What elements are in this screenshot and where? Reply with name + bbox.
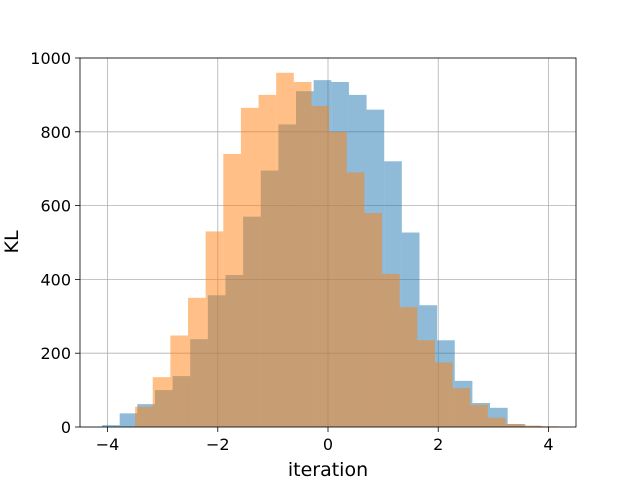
y-axis-label: KL — [1, 230, 23, 253]
histogram-bar-series-2 — [276, 72, 294, 427]
y-tick-label: 600 — [40, 197, 71, 216]
histogram-bar-series-2 — [170, 335, 189, 427]
histogram-bar-series-2 — [329, 131, 347, 428]
histogram-bar-series-2 — [346, 172, 365, 427]
histogram-bar-series-2 — [311, 105, 330, 427]
histogram-bar-series-2 — [258, 94, 277, 428]
x-tick-label: 0 — [323, 435, 333, 454]
y-tick-label: 1000 — [30, 49, 71, 68]
x-tick-label: 4 — [543, 435, 553, 454]
y-tick-label: 200 — [40, 344, 71, 363]
histogram-bar-series-2 — [240, 107, 259, 427]
x-axis-label: iteration — [288, 459, 368, 480]
x-tick-label: −2 — [206, 435, 230, 454]
x-tick-label: 2 — [433, 435, 443, 454]
y-tick-label: 400 — [40, 270, 71, 289]
histogram-bar-series-2 — [188, 297, 206, 427]
histogram-bar-series-2 — [223, 153, 241, 427]
axis-ticks: −4 −2 0 2 4 0 200 400 600 800 1000 — [30, 49, 553, 454]
histogram-bar-series-2 — [293, 81, 312, 428]
x-tick-label: −4 — [96, 435, 120, 454]
histogram-bar-series-1 — [119, 413, 138, 427]
histogram-bar-series-2 — [382, 273, 400, 427]
histogram-bar-series-2 — [135, 406, 153, 427]
y-tick-label: 0 — [61, 418, 71, 437]
histogram-bar-series-1 — [102, 425, 120, 427]
histogram-bar-series-2 — [487, 417, 506, 427]
histogram-bars — [102, 72, 559, 428]
histogram-bar-series-2 — [434, 362, 453, 427]
histogram-bar-series-2 — [417, 340, 435, 427]
histogram-bar-series-2 — [452, 388, 471, 427]
histogram-bar-series-2 — [205, 231, 224, 427]
y-tick-label: 800 — [40, 123, 71, 142]
histogram-bar-series-2 — [470, 404, 488, 427]
histogram-bar-series-2 — [152, 377, 171, 427]
histogram-bar-series-2 — [364, 212, 383, 427]
histogram-bar-series-2 — [523, 425, 541, 427]
histogram-bar-series-2 — [505, 424, 524, 427]
histogram-bar-series-2 — [399, 307, 418, 427]
